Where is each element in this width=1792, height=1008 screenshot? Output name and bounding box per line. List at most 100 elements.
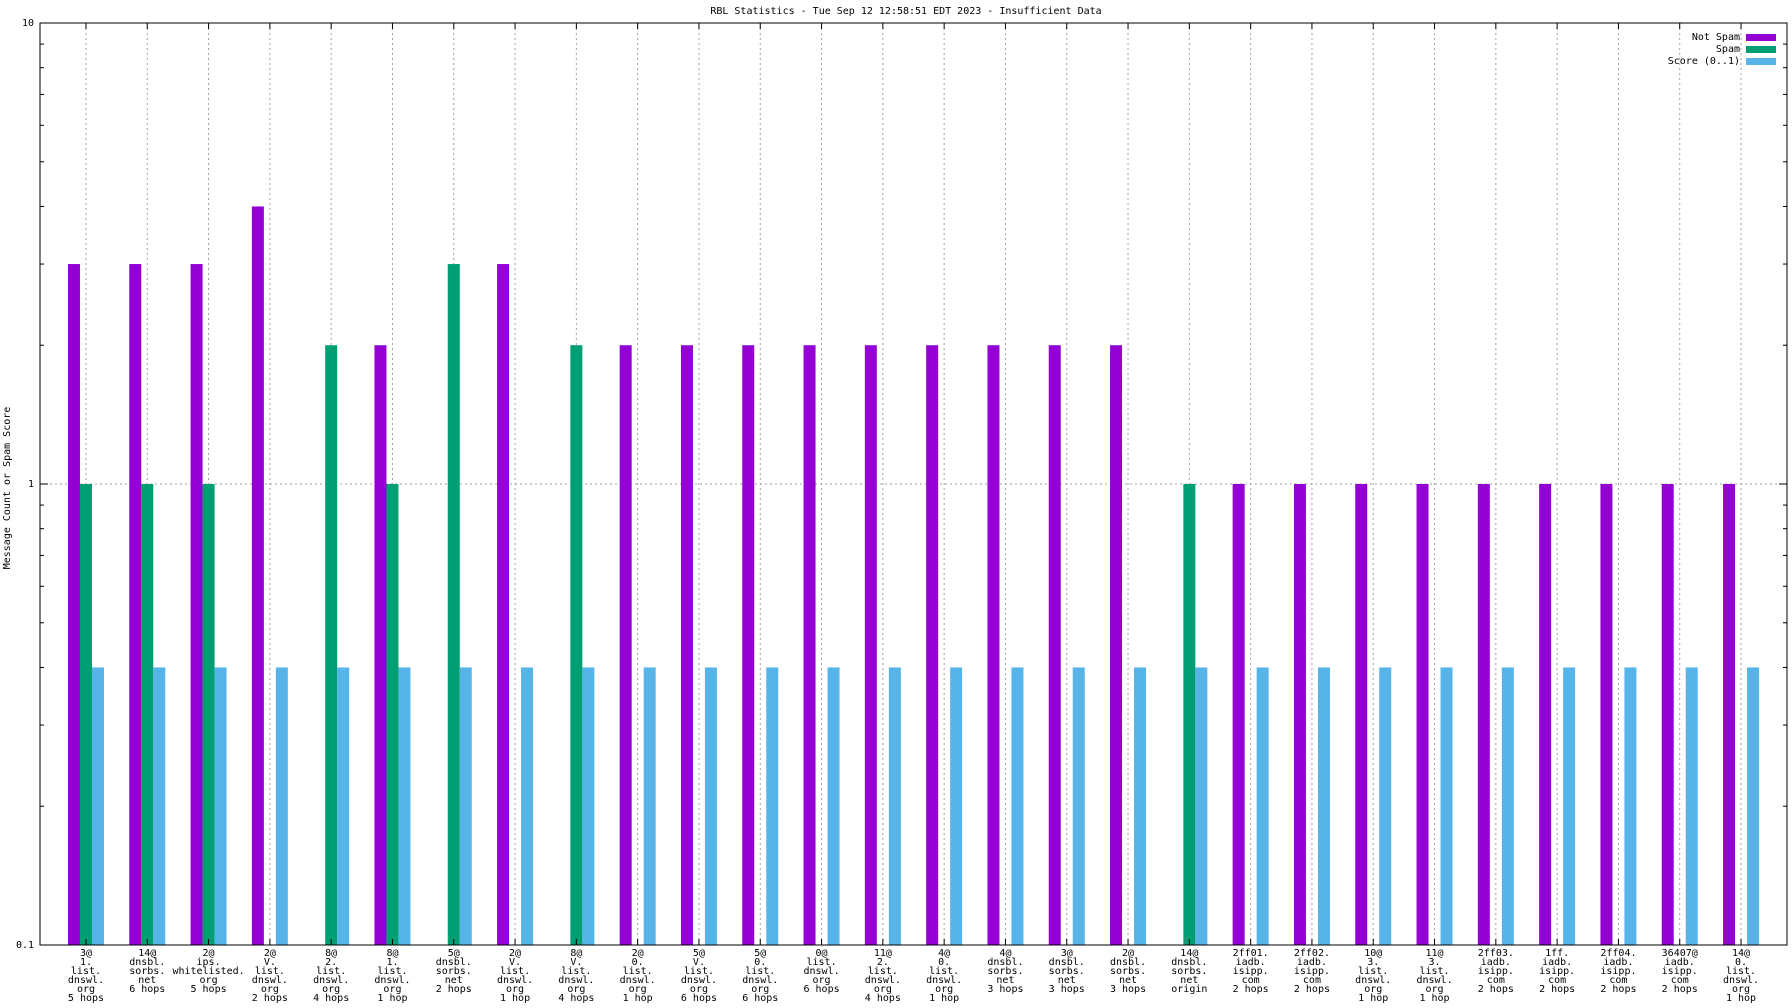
y-tick-label: 10 — [22, 18, 34, 29]
x-tick-label: 0@ list. dnswl. org 6 hops — [803, 948, 839, 995]
bar-not-spam — [67, 264, 80, 945]
x-tick-label: 3@ dnsbl. sorbs. net 3 hops — [1049, 948, 1085, 995]
chart-title: RBL Statistics - Tue Sep 12 12:58:51 EDT… — [710, 6, 1101, 17]
bar-score-0-1 — [398, 667, 411, 945]
bar-score-0-1 — [766, 667, 779, 945]
legend-label: Score (0..1) — [1668, 56, 1740, 67]
plot-frame — [39, 22, 1788, 946]
bar-score-0-1 — [1256, 667, 1269, 945]
bar-score-0-1 — [1379, 667, 1392, 945]
bar-not-spam — [1661, 484, 1674, 945]
bar-score-0-1 — [582, 667, 595, 945]
bar-spam — [447, 264, 460, 945]
legend-swatch — [1746, 58, 1776, 65]
bar-not-spam — [1293, 484, 1306, 945]
bar-not-spam — [497, 264, 510, 945]
bar-not-spam — [803, 345, 816, 945]
x-tick-label: 8@ V. list. dnswl. org 4 hops — [558, 948, 594, 1004]
bar-score-0-1 — [1440, 667, 1453, 945]
y-axis-label: Message Count or Spam Score — [2, 407, 13, 570]
x-tick-label: 5@ 0. list. dnswl. org 6 hops — [742, 948, 778, 1004]
grid-lines — [40, 23, 1787, 945]
bar-score-0-1 — [1624, 667, 1637, 945]
x-tick-label: 11@ 3. list. dnswl. org 1 hop — [1416, 948, 1452, 1004]
x-tick-label: 8@ 1. list. dnswl. org 1 hop — [374, 948, 410, 1004]
x-tick-label: 2ff01. iadb. isipp. com 2 hops — [1233, 948, 1269, 995]
x-tick-label: 2@ dnsbl. sorbs. net 3 hops — [1110, 948, 1146, 995]
bar-not-spam — [129, 264, 142, 945]
x-tick-label: 2ff04. iadb. isipp. com 2 hops — [1600, 948, 1636, 995]
bar-not-spam — [1416, 484, 1429, 945]
bar-score-0-1 — [521, 667, 534, 945]
bar-score-0-1 — [459, 667, 472, 945]
x-tick-label: 4@ 0. list. dnswl. org 1 hop — [926, 948, 962, 1004]
bar-score-0-1 — [1195, 667, 1208, 945]
x-tick-label: 4@ dnsbl. sorbs. net 3 hops — [987, 948, 1023, 995]
bar-layer — [67, 206, 1760, 946]
bar-score-0-1 — [1072, 667, 1085, 945]
bar-spam — [141, 484, 154, 945]
bar-score-0-1 — [1317, 667, 1330, 945]
legend-swatch — [1746, 34, 1776, 41]
bar-not-spam — [190, 264, 203, 945]
bar-score-0-1 — [275, 667, 288, 945]
bar-score-0-1 — [888, 667, 901, 945]
bar-not-spam — [987, 345, 1000, 945]
bar-spam — [386, 484, 399, 945]
bar-score-0-1 — [704, 667, 717, 945]
bar-score-0-1 — [337, 667, 350, 945]
bar-not-spam — [1110, 345, 1123, 945]
x-tick-label: 2@ V. list. dnswl. org 1 hop — [497, 948, 533, 1004]
x-tick-label: 2@ 0. list. dnswl. org 1 hop — [620, 948, 656, 1004]
bar-not-spam — [864, 345, 877, 945]
bar-score-0-1 — [827, 667, 840, 945]
bar-score-0-1 — [1747, 667, 1760, 945]
x-tick-label: 11@ 2. list. dnswl. org 4 hops — [865, 948, 901, 1004]
x-tick-label: 1ff. iadb. isipp. com 2 hops — [1539, 948, 1575, 995]
bar-not-spam — [1477, 484, 1490, 945]
x-tick-label: 14@ dnsbl. sorbs. net 6 hops — [129, 948, 165, 995]
bar-score-0-1 — [1134, 667, 1147, 945]
bar-not-spam — [251, 206, 264, 946]
bar-not-spam — [1355, 484, 1368, 945]
bar-score-0-1 — [1685, 667, 1698, 945]
x-tick-label: 10@ 3. list. dnswl. org 1 hop — [1355, 948, 1391, 1004]
bar-score-0-1 — [91, 667, 104, 945]
bar-not-spam — [1539, 484, 1552, 945]
x-tick-label: 5@ V. list. dnswl. org 6 hops — [681, 948, 717, 1004]
y-tick-label: 0.1 — [16, 940, 34, 951]
bar-spam — [570, 345, 583, 945]
bar-score-0-1 — [153, 667, 166, 945]
bar-not-spam — [742, 345, 755, 945]
bar-not-spam — [680, 345, 693, 945]
bar-not-spam — [1723, 484, 1736, 945]
x-tick-label: 3@ 1. list. dnswl. org 5 hops — [68, 948, 104, 1004]
x-tick-label: 14@ 0. list. dnswl. org 1 hop — [1723, 948, 1759, 1004]
x-tick-label: 36407@ iadb. isipp. com 2 hops — [1662, 948, 1698, 995]
legend-label: Spam — [1716, 44, 1740, 55]
legend-swatch — [1746, 46, 1776, 53]
bar-spam — [202, 484, 215, 945]
x-tick-label: 2@ V. list. dnswl. org 2 hops — [252, 948, 288, 1004]
bar-not-spam — [1048, 345, 1061, 945]
x-tick-label: 2@ ips. whitelisted. org 5 hops — [172, 948, 244, 995]
bar-spam — [79, 484, 92, 945]
x-tick-label: 2ff02. iadb. isipp. com 2 hops — [1294, 948, 1330, 995]
x-tick-label: 14@ dnsbl. sorbs. net origin — [1171, 948, 1207, 995]
bar-spam — [325, 345, 338, 945]
bar-score-0-1 — [214, 667, 227, 945]
bar-score-0-1 — [1501, 667, 1514, 945]
bar-spam — [1183, 484, 1196, 945]
bar-not-spam — [926, 345, 939, 945]
bar-score-0-1 — [643, 667, 656, 945]
x-tick-label: 5@ dnsbl. sorbs. net 2 hops — [436, 948, 472, 995]
bar-not-spam — [1232, 484, 1245, 945]
bar-not-spam — [619, 345, 632, 945]
axis-layer: 0.1 1 10 3@ 1. list. dnswl. org 5 hops 14@ dnsbl. s… — [16, 18, 1787, 1004]
x-tick-label: 2ff03. iadb. isipp. com 2 hops — [1478, 948, 1514, 995]
bar-score-0-1 — [1563, 667, 1576, 945]
x-tick-label: 8@ 2. list. dnswl. org 4 hops — [313, 948, 349, 1004]
bar-not-spam — [374, 345, 387, 945]
